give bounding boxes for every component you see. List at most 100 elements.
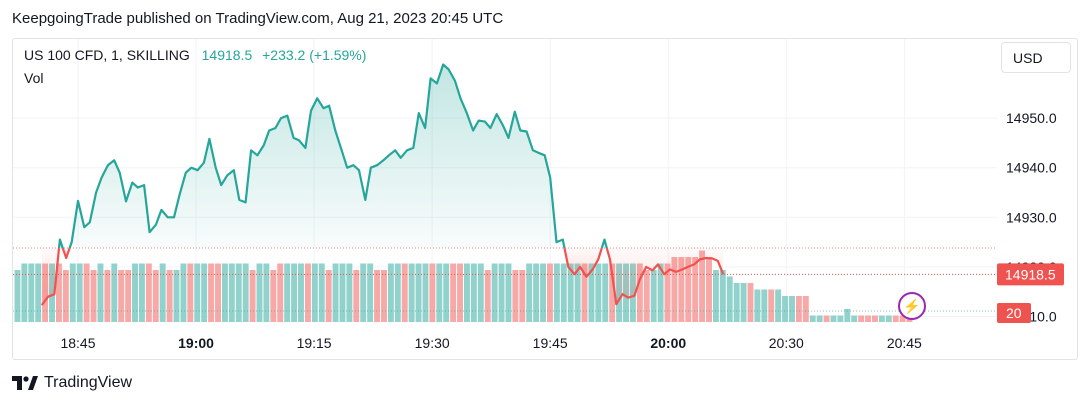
volume-bar [844, 309, 851, 322]
last-price-label: 14918.5 [1005, 266, 1056, 282]
chart-frame[interactable] [12, 38, 1078, 360]
line-below-baseline [61, 247, 71, 260]
volume-bar [526, 263, 533, 322]
volume-bar [533, 263, 540, 322]
volume-legend[interactable]: Vol [24, 70, 44, 86]
volume-bar [491, 263, 498, 322]
volume-bar [726, 276, 733, 322]
volume-bar [332, 263, 339, 322]
price-chart[interactable]: 14910.014920.014930.014940.014950.014918… [0, 0, 1090, 365]
volume-bar [809, 315, 816, 322]
volume-bar [761, 289, 768, 322]
volume-bar [671, 257, 678, 322]
volume-bar [28, 263, 35, 322]
line-above-baseline [68, 63, 566, 249]
x-tick-label: 19:00 [178, 335, 214, 351]
volume-bar [408, 263, 415, 322]
volume-bar [304, 263, 311, 322]
volume-bar [277, 263, 284, 322]
volume-bar [609, 263, 616, 322]
volume-bar [270, 270, 277, 322]
tradingview-brand: TradingView [44, 374, 133, 391]
volume-bar [802, 296, 809, 322]
volume-bar [69, 263, 76, 322]
volume-bar [719, 270, 726, 322]
publisher-header: KeepgoingTrade published on TradingView.… [12, 10, 504, 27]
tradingview-logo-icon [12, 376, 38, 390]
volume-bar [782, 296, 789, 322]
volume-bar [215, 263, 221, 322]
lightning-icon[interactable]: ⚡ [898, 292, 926, 320]
volume-bar [477, 263, 484, 322]
volume-bar [830, 315, 837, 322]
volume-bar [602, 263, 609, 322]
volume-bar [789, 296, 795, 322]
currency-button[interactable]: USD [1001, 42, 1071, 73]
volume-bar [221, 263, 228, 322]
volume-bar [429, 263, 436, 322]
volume-bar [111, 263, 118, 322]
volume-bar [62, 270, 69, 322]
x-tick-label: 18:45 [60, 335, 95, 351]
x-tick-label: 20:00 [650, 335, 686, 351]
volume-bar [318, 263, 325, 322]
volume-bar [858, 315, 865, 322]
symbol-name[interactable]: US 100 CFD, 1, SKILLING [24, 47, 190, 63]
volume-bar [851, 315, 858, 322]
volume-bar [132, 263, 138, 322]
volume-bar [712, 270, 719, 322]
volume-bar [138, 263, 145, 322]
volume-bar [291, 263, 298, 322]
tradingview-footer[interactable]: TradingView [12, 374, 132, 392]
volume-bar [374, 270, 381, 322]
volume-bar [581, 263, 588, 322]
volume-bar [775, 289, 782, 322]
volume-bar [747, 283, 754, 322]
last-price-badge [997, 263, 1064, 286]
volume-bar [242, 263, 249, 322]
volume-bar [470, 263, 477, 322]
volume-bar [643, 270, 650, 322]
volume-bar [657, 263, 664, 322]
volume-bar [699, 250, 706, 322]
volume-bar [381, 270, 387, 322]
volume-bar [346, 263, 353, 322]
volume-bar [685, 257, 692, 322]
volume-bar [118, 270, 125, 322]
volume-bar [740, 283, 747, 322]
volume-bar [298, 263, 304, 322]
volume-bar [519, 270, 526, 322]
x-tick-label: 19:30 [415, 335, 450, 351]
volume-bar [574, 263, 581, 322]
volume-bar [464, 263, 470, 322]
volume-bar [450, 263, 457, 322]
volume-bar [311, 263, 318, 322]
volume-bar [125, 270, 132, 322]
y-tick-label: 14950.0 [1006, 110, 1057, 126]
volume-bar [256, 263, 263, 322]
volume-bar [872, 315, 878, 322]
volume-bar [899, 315, 906, 322]
volume-bar [249, 270, 256, 322]
volume-bar [422, 263, 429, 322]
volume-bar [505, 263, 512, 322]
x-tick-label: 20:45 [887, 335, 922, 351]
volume-bar [14, 270, 21, 322]
price-series [40, 63, 725, 306]
volume-bar [339, 263, 346, 322]
legend-price: 14918.5 [201, 47, 253, 63]
volume-bar [678, 257, 685, 322]
last-volume-badge [997, 303, 1031, 323]
volume-bar [235, 263, 242, 322]
volume-bar [76, 263, 83, 322]
volume-bar [795, 296, 802, 322]
volume-bar [484, 270, 491, 322]
volume-bar [733, 283, 740, 322]
last-volume-label: 20 [1006, 305, 1022, 321]
symbol-legend[interactable]: US 100 CFD, 1, SKILLING 14918.5 +233.2 (… [24, 47, 366, 63]
y-tick-label: 14930.0 [1006, 209, 1057, 225]
volume-bar [97, 263, 104, 322]
volume-bar [588, 263, 595, 322]
x-tick-label: 19:15 [297, 335, 332, 351]
volume-bar [208, 263, 215, 322]
